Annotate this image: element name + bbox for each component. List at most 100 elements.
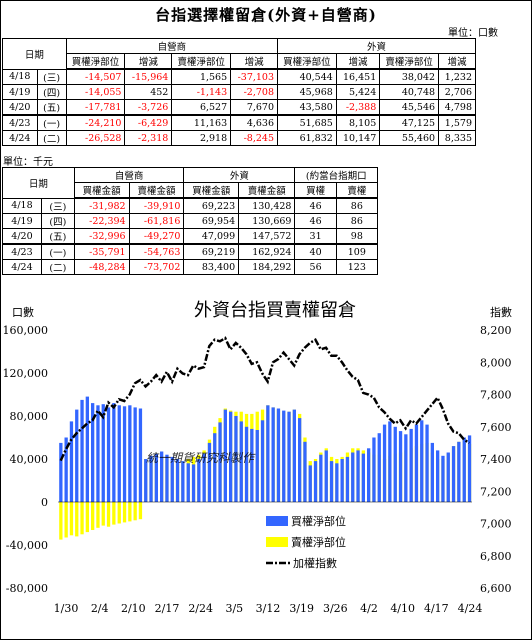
call-bar [382, 424, 387, 502]
call-bar [170, 456, 174, 502]
call-bar [255, 430, 259, 502]
value-cell: 6,527 [171, 99, 232, 116]
col-header: 買權 [294, 182, 337, 199]
y2-tick-label: 8,000 [480, 356, 512, 369]
call-bar [117, 405, 121, 503]
x-tick-label: 2/10 [121, 602, 146, 615]
value-cell: 184,292 [238, 259, 296, 275]
call-bar [181, 461, 185, 502]
value-cell: 40,748 [379, 84, 440, 100]
value-cell: 46 [294, 213, 337, 229]
call-bar [59, 442, 63, 502]
x-tick-label: 3/26 [323, 602, 348, 615]
call-bar [308, 465, 312, 502]
call-bar [441, 455, 445, 502]
call-bar [202, 453, 206, 502]
positions-table: 日期 自營商 外資 買權淨部位 增減 賣權淨部位 增減 買權淨部位 增減 賣權淨… [2, 38, 476, 146]
call-bar [218, 422, 222, 502]
col-header: 賣權金額 [128, 182, 185, 199]
call-bar [229, 411, 233, 502]
call-bar [186, 463, 190, 502]
contracts-group-header: (約當台指期口 [294, 167, 378, 183]
y2-tick-label: 6,800 [480, 550, 512, 563]
value-cell: 130,669 [238, 213, 296, 229]
value-cell: 4,798 [438, 99, 476, 116]
weekday-cell: (一) [36, 114, 67, 131]
call-bar [398, 431, 403, 502]
put-bar [117, 502, 121, 524]
put-bar [128, 502, 132, 522]
value-cell: -2,708 [230, 84, 279, 100]
put-bar [138, 502, 143, 520]
col-header: 買權淨部位 [65, 53, 126, 70]
call-bar [276, 408, 281, 502]
value-cell: 5,424 [335, 84, 381, 100]
unit-label-lots: 單位：口數 [448, 28, 498, 39]
put-bar [133, 502, 137, 521]
call-bar [335, 463, 339, 502]
weekday-cell: (二) [40, 259, 75, 275]
call-bar [457, 441, 461, 502]
call-bar [128, 405, 132, 503]
value-cell: -32,996 [73, 228, 130, 245]
call-bar [361, 453, 365, 502]
call-bar [287, 411, 291, 502]
value-cell: 31 [294, 228, 337, 245]
call-bar [122, 406, 127, 502]
call-bar [239, 421, 243, 502]
col-header: 賣權淨部位 [379, 53, 440, 70]
call-bar [393, 426, 397, 503]
put-bar [69, 502, 74, 536]
call-bar [451, 446, 456, 502]
call-bar [367, 448, 371, 503]
table-row: 4/20 (五) -17,781 -3,726 6,527 7,670 43,580 -2,3… [2, 99, 476, 116]
call-bar [388, 421, 392, 502]
put-bar [122, 502, 127, 523]
date-cell: 4/23 [2, 243, 42, 260]
put-bar [59, 502, 63, 540]
call-bar [266, 405, 270, 503]
put-bar [112, 502, 116, 525]
call-bar [213, 433, 217, 502]
dealer-group-header: 自營商 [65, 38, 279, 54]
date-cell: 4/24 [2, 259, 42, 275]
value-cell: -61,816 [128, 213, 185, 229]
call-bar [372, 437, 376, 502]
col-header: 增減 [335, 53, 381, 70]
foreign-group-header: 外資 [183, 167, 296, 183]
value-cell: 86 [335, 213, 379, 229]
date-header: 日期 [2, 167, 75, 199]
call-bar [260, 420, 265, 502]
x-tick-label: 4/10 [390, 602, 415, 615]
call-bar [64, 437, 68, 502]
y-tick-label: 120,000 [3, 367, 49, 380]
y2-tick-label: 7,600 [480, 421, 512, 434]
y-tick-label: 160,000 [3, 324, 49, 337]
call-bar [345, 456, 350, 502]
call-bar [133, 407, 137, 502]
y-tick-label: 0 [41, 496, 48, 509]
value-cell: -2,318 [124, 130, 173, 146]
call-bar [234, 416, 238, 502]
call-bar [191, 464, 196, 502]
x-tick-label: 3/12 [256, 602, 281, 615]
date-cell: 4/19 [2, 213, 42, 229]
value-cell: -2,388 [335, 99, 381, 116]
put-bar [91, 502, 95, 530]
call-bar [462, 437, 466, 502]
x-tick-label: 3/5 [225, 602, 243, 615]
call-bar [165, 454, 169, 502]
amounts-table: 日期 自營商 外資 (約當台指期口 買權金額 賣權金額 買權金額 賣權金額 買權… [2, 167, 379, 275]
call-bar [144, 459, 148, 502]
call-bar [101, 404, 105, 502]
call-bar [420, 420, 424, 502]
weekday-cell: (二) [36, 130, 67, 146]
call-bar [292, 409, 296, 502]
weekday-cell: (四) [36, 84, 67, 100]
call-bar [85, 396, 89, 502]
y2-tick-label: 8,200 [480, 324, 512, 337]
index-line [59, 336, 470, 462]
value-cell: 10,147 [335, 130, 381, 146]
call-bar [96, 405, 100, 503]
x-tick-label: 3/19 [289, 602, 314, 615]
